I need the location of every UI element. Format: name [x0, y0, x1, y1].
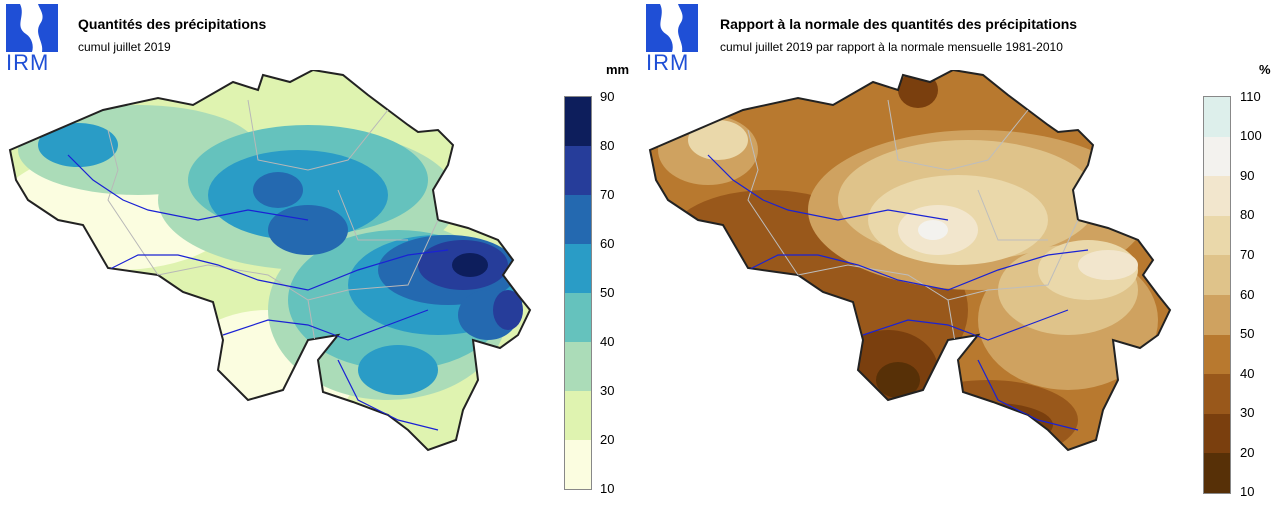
legend-swatch — [1204, 374, 1230, 414]
precipitation-ratio-panel: IRM Rapport à la normale des quantités d… — [640, 0, 1280, 507]
legend-swatch — [565, 293, 591, 342]
irm-logo-icon — [6, 4, 58, 52]
legend-tick: 90 — [600, 89, 615, 104]
map-title: Rapport à la normale des quantités des p… — [720, 16, 1078, 32]
irm-logo: IRM — [646, 4, 698, 75]
precipitation-legend — [564, 96, 592, 490]
precipitation-amount-panel: IRM Quantités des précipitations cumul j… — [6, 4, 630, 496]
legend-tick: 70 — [600, 187, 615, 202]
map-title: Quantités des précipitations — [78, 16, 267, 32]
legend-tick: 50 — [600, 285, 615, 300]
legend-tick: 110 — [1240, 89, 1261, 104]
legend-swatch — [1204, 215, 1230, 256]
legend-tick: 20 — [600, 432, 615, 447]
map-subtitle: cumul juillet 2019 par rapport à la norm… — [720, 40, 1063, 54]
legend-tick: 20 — [1240, 445, 1255, 460]
legend-swatch — [565, 244, 591, 293]
legend-unit: mm — [606, 62, 630, 77]
map-subtitle: cumul juillet 2019 — [78, 40, 171, 54]
precipitation-map — [9, 70, 531, 451]
legend-swatch — [1204, 97, 1230, 137]
legend-swatch — [1204, 453, 1230, 493]
irm-logo-icon — [646, 4, 698, 52]
legend-swatch — [565, 440, 591, 489]
legend-tick: 40 — [600, 334, 615, 349]
legend-swatch — [565, 342, 591, 391]
legend-swatch — [1204, 176, 1230, 216]
legend-tick: 10 — [600, 481, 615, 496]
legend-tick: 30 — [600, 383, 615, 398]
legend-unit: % — [1259, 62, 1271, 77]
legend-tick: 50 — [1240, 326, 1255, 341]
legend-tick: 40 — [1240, 366, 1255, 381]
legend-tick: 10 — [1240, 484, 1255, 499]
legend-tick: 60 — [1240, 287, 1255, 302]
legend-swatch — [565, 391, 591, 440]
legend-tick: 80 — [600, 138, 615, 153]
legend-swatch — [1204, 255, 1230, 295]
legend-tick: 100 — [1240, 128, 1262, 143]
legend-swatch — [565, 146, 591, 195]
legend-tick: 60 — [600, 236, 615, 251]
ratio-map — [649, 70, 1171, 451]
legend-swatch — [1204, 334, 1230, 375]
ratio-legend — [1203, 96, 1231, 494]
irm-logo-text: IRM — [646, 50, 690, 75]
legend-tick: 90 — [1240, 168, 1255, 183]
legend-swatch — [1204, 294, 1230, 335]
legend-tick: 70 — [1240, 247, 1255, 262]
legend-swatch — [1204, 413, 1230, 454]
legend-tick: 80 — [1240, 207, 1255, 222]
irm-logo-text: IRM — [6, 50, 50, 75]
legend-swatch — [1204, 136, 1230, 177]
legend-tick: 30 — [1240, 405, 1255, 420]
legend-swatch — [565, 97, 591, 146]
irm-logo: IRM — [6, 4, 58, 75]
legend-swatch — [565, 195, 591, 244]
